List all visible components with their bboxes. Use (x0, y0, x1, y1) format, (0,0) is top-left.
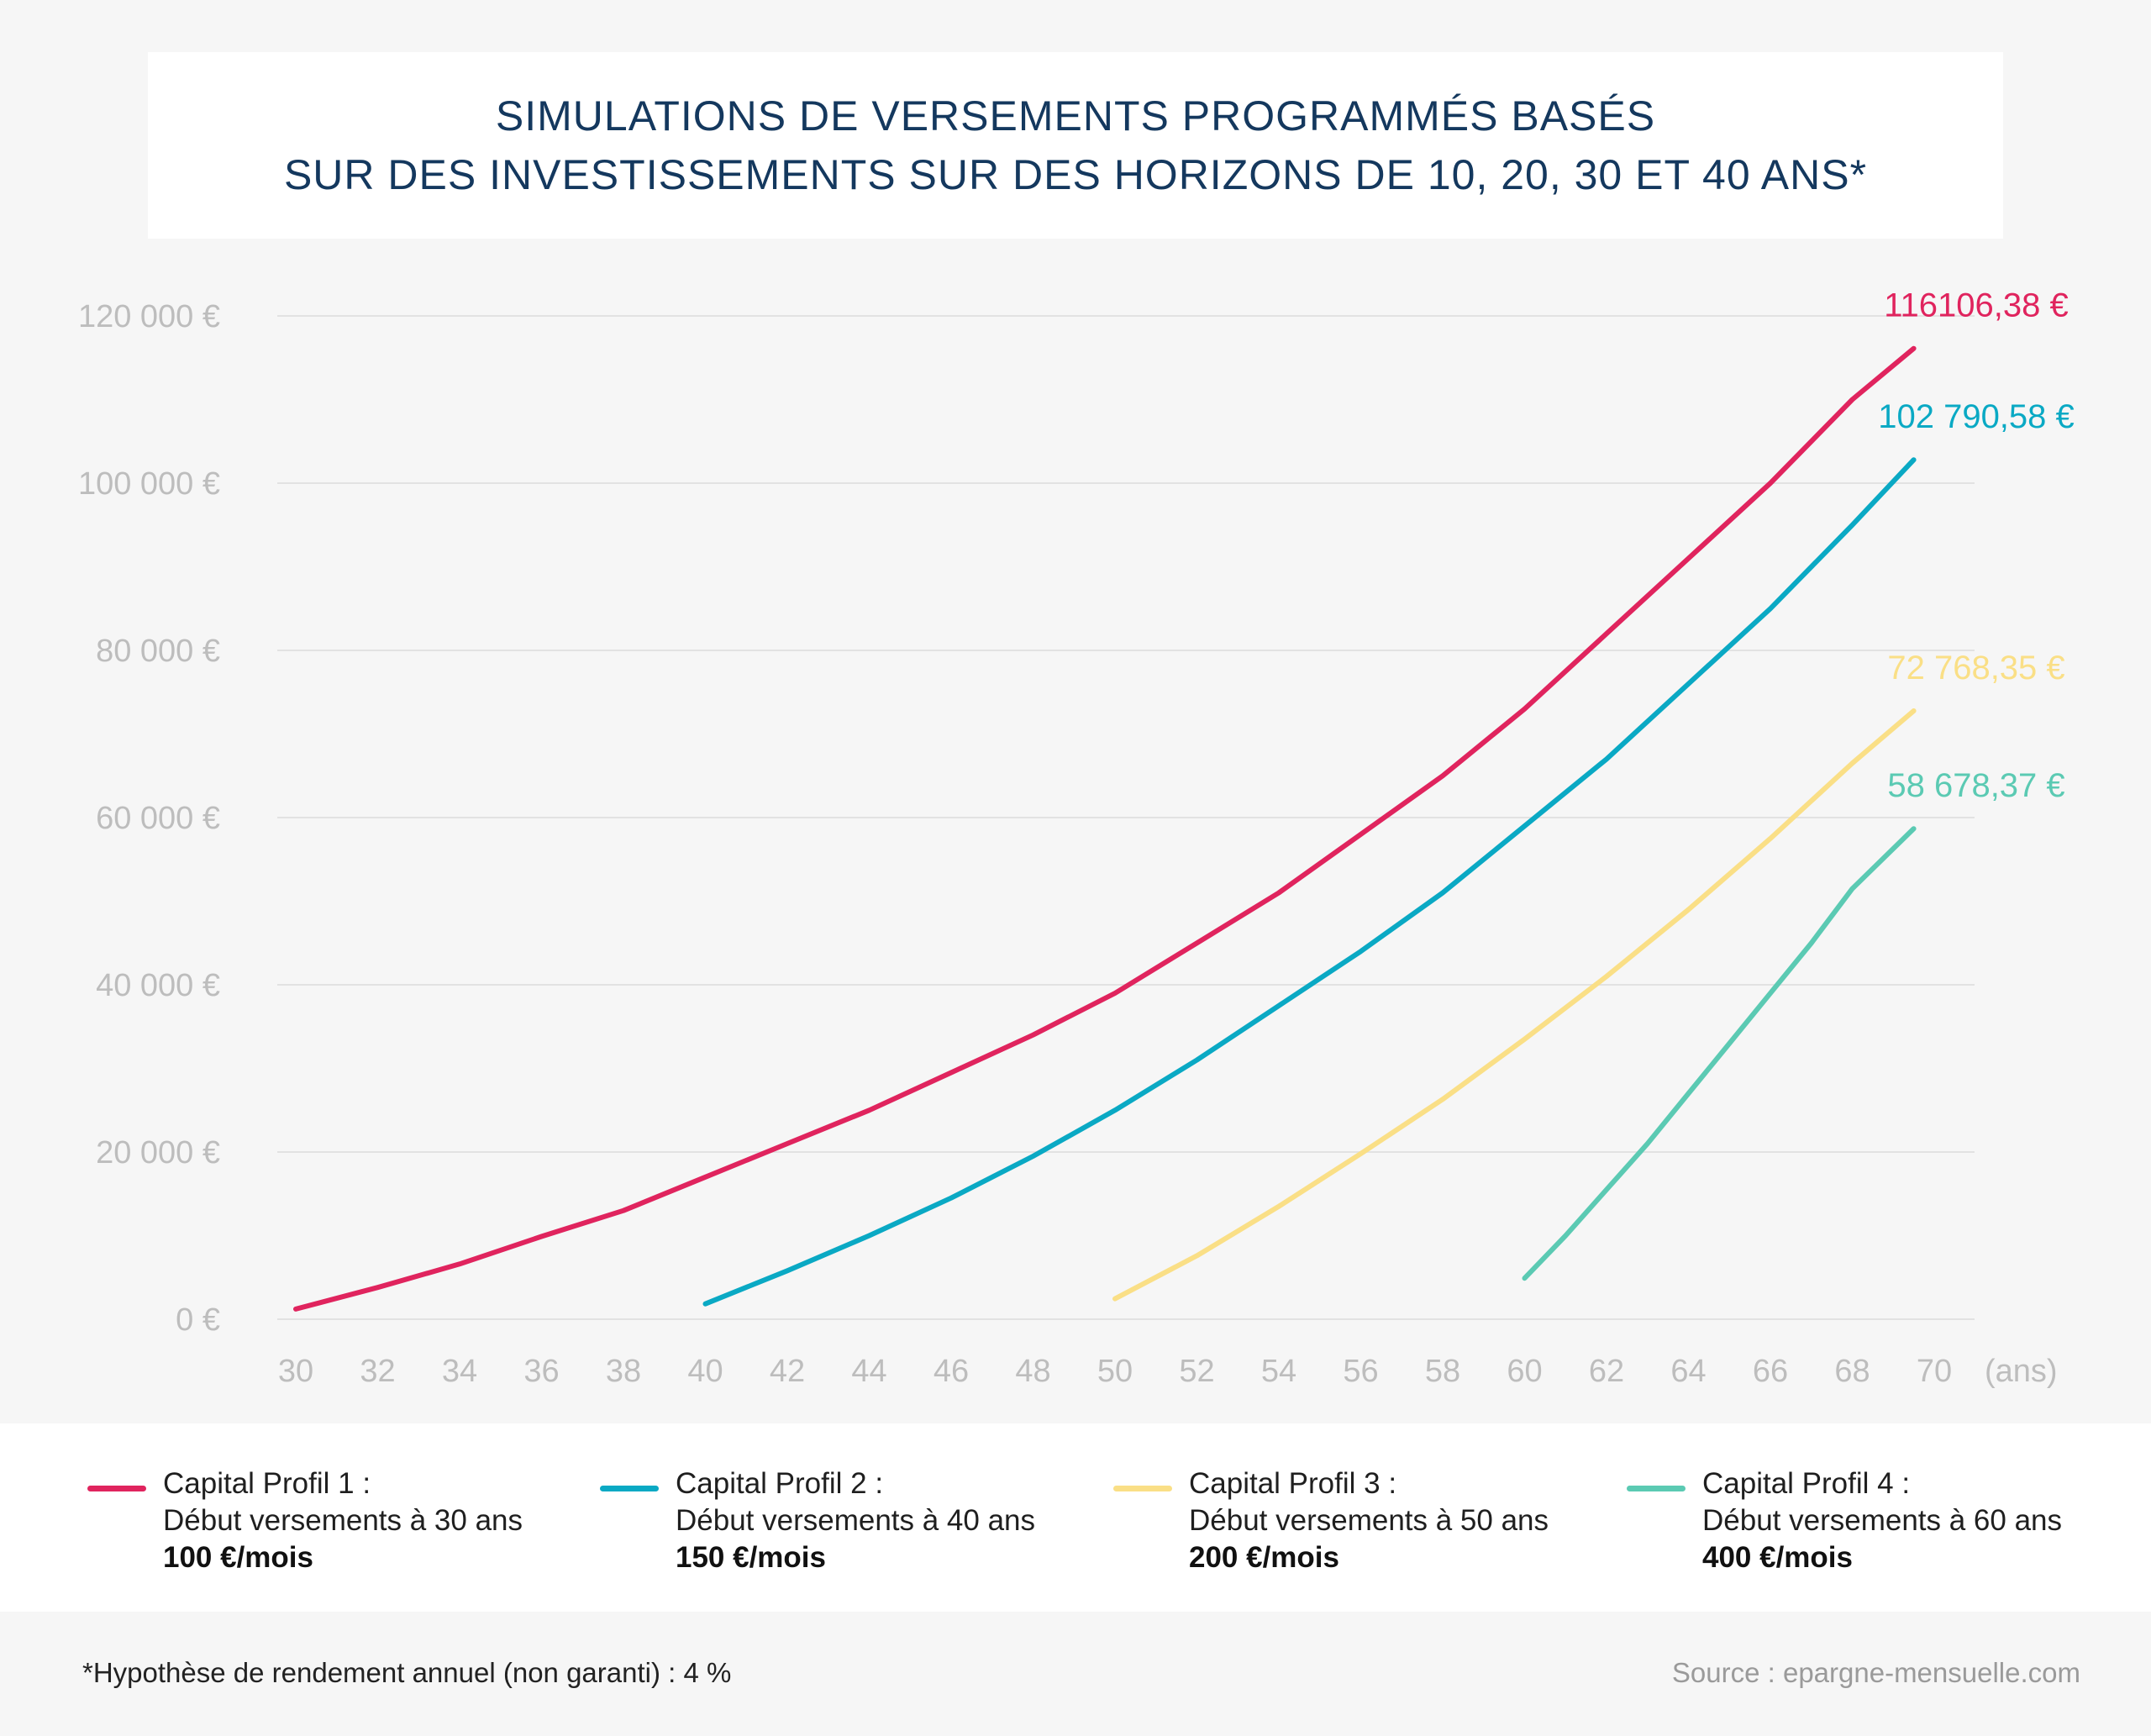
x-tick-label: 44 (851, 1354, 886, 1389)
y-tick-label: 100 000 € (78, 466, 220, 502)
series-lines (293, 345, 1917, 1312)
x-tick-label: 48 (1015, 1354, 1050, 1389)
x-tick-label: 40 (687, 1354, 723, 1389)
chart-title-line-1: SIMULATIONS DE VERSEMENTS PROGRAMMÉS BAS… (495, 92, 1656, 139)
x-tick-label: 66 (1753, 1354, 1788, 1389)
x-tick-label: 70 (1917, 1354, 1952, 1389)
x-tick-label: 46 (934, 1354, 969, 1389)
x-tick-label: 42 (770, 1354, 805, 1389)
legend-rate: 200 €/mois (1189, 1541, 1339, 1574)
x-tick-label: 36 (523, 1354, 559, 1389)
legend-title: Capital Profil 3 : (1189, 1467, 1397, 1500)
legend-rate: 400 €/mois (1702, 1541, 1853, 1574)
footnote: *Hypothèse de rendement annuel (non gara… (82, 1657, 732, 1688)
x-tick-label: 54 (1261, 1354, 1296, 1389)
legend-title: Capital Profil 4 : (1702, 1467, 1911, 1500)
y-tick-label: 120 000 € (78, 299, 220, 334)
x-tick-label: 62 (1589, 1354, 1624, 1389)
x-tick-label: 30 (278, 1354, 313, 1389)
legend-title: Capital Profil 2 : (676, 1467, 884, 1500)
y-tick-label: 60 000 € (96, 801, 220, 836)
y-axis-ticks: 0 € 20 000 € 40 000 € 60 000 € 80 000 € 100 0… (78, 299, 220, 1338)
legend-text-profil-4: Capital Profil 4 : Début versements à 60… (1702, 1465, 2139, 1576)
chart-title-box: SIMULATIONS DE VERSEMENTS PROGRAMMÉS BAS… (148, 52, 2003, 239)
y-tick-label: 40 000 € (96, 968, 220, 1003)
x-tick-label: 38 (606, 1354, 641, 1389)
x-tick-label: 56 (1343, 1354, 1378, 1389)
y-tick-label: 20 000 € (96, 1135, 220, 1170)
y-tick-label: 0 € (176, 1302, 220, 1338)
legend: Capital Profil 1 : Début versements à 30… (0, 1423, 2151, 1612)
legend-detail: Début versements à 60 ans (1702, 1504, 2063, 1537)
series-line-profil-2 (702, 457, 1917, 1307)
x-tick-label: 64 (1670, 1354, 1706, 1389)
y-tick-label: 80 000 € (96, 634, 220, 669)
end-value-label-profil-4: 58 678,37 € (1887, 767, 2064, 804)
x-tick-label: 52 (1179, 1354, 1214, 1389)
legend-swatch-profil-3 (1113, 1486, 1172, 1491)
legend-swatch-profil-4 (1627, 1486, 1686, 1491)
legend-title: Capital Profil 1 : (163, 1467, 371, 1500)
x-axis-ticks: 30 32 34 36 38 40 42 44 46 48 50 52 54 56 58 60 62 64 66 68… (278, 1354, 2058, 1389)
gridlines (277, 315, 1975, 1320)
legend-detail: Début versements à 30 ans (163, 1504, 523, 1537)
end-value-label-profil-1: 116106,38 € (1884, 287, 2068, 324)
legend-text-profil-1: Capital Profil 1 : Début versements à 30… (163, 1465, 600, 1576)
x-tick-label: 50 (1097, 1354, 1133, 1389)
legend-detail: Début versements à 40 ans (676, 1504, 1036, 1537)
legend-detail: Début versements à 50 ans (1189, 1504, 1549, 1537)
legend-text-profil-3: Capital Profil 3 : Début versements à 50… (1189, 1465, 1626, 1576)
line-chart: 0 € 20 000 € 40 000 € 60 000 € 80 000 € 100 0… (78, 287, 2075, 1389)
series-line-profil-1 (293, 345, 1917, 1312)
x-tick-label: 60 (1507, 1354, 1542, 1389)
x-tick-label: 32 (360, 1354, 395, 1389)
x-tick-label: 68 (1834, 1354, 1870, 1389)
x-tick-label: 34 (442, 1354, 477, 1389)
legend-rate: 100 €/mois (163, 1541, 313, 1574)
end-value-label-profil-2: 102 790,58 € (1878, 398, 2075, 435)
series-line-profil-3 (1112, 708, 1917, 1302)
legend-text-profil-2: Capital Profil 2 : Début versements à 40… (676, 1465, 1112, 1576)
x-axis-label: (ans) (1985, 1354, 2058, 1389)
series-line-profil-4 (1522, 826, 1917, 1281)
legend-swatch-profil-2 (600, 1486, 659, 1491)
legend-rate: 150 €/mois (676, 1541, 826, 1574)
end-value-labels: 116106,38 € 102 790,58 € 72 768,35 € 58 678… (1878, 287, 2075, 804)
x-tick-label: 58 (1425, 1354, 1460, 1389)
end-value-label-profil-3: 72 768,35 € (1887, 650, 2064, 687)
legend-swatch-profil-1 (87, 1486, 146, 1491)
source-credit: Source : epargne-mensuelle.com (1671, 1657, 2080, 1688)
chart-title-line-2: SUR DES INVESTISSEMENTS SUR DES HORIZONS… (283, 151, 1868, 198)
